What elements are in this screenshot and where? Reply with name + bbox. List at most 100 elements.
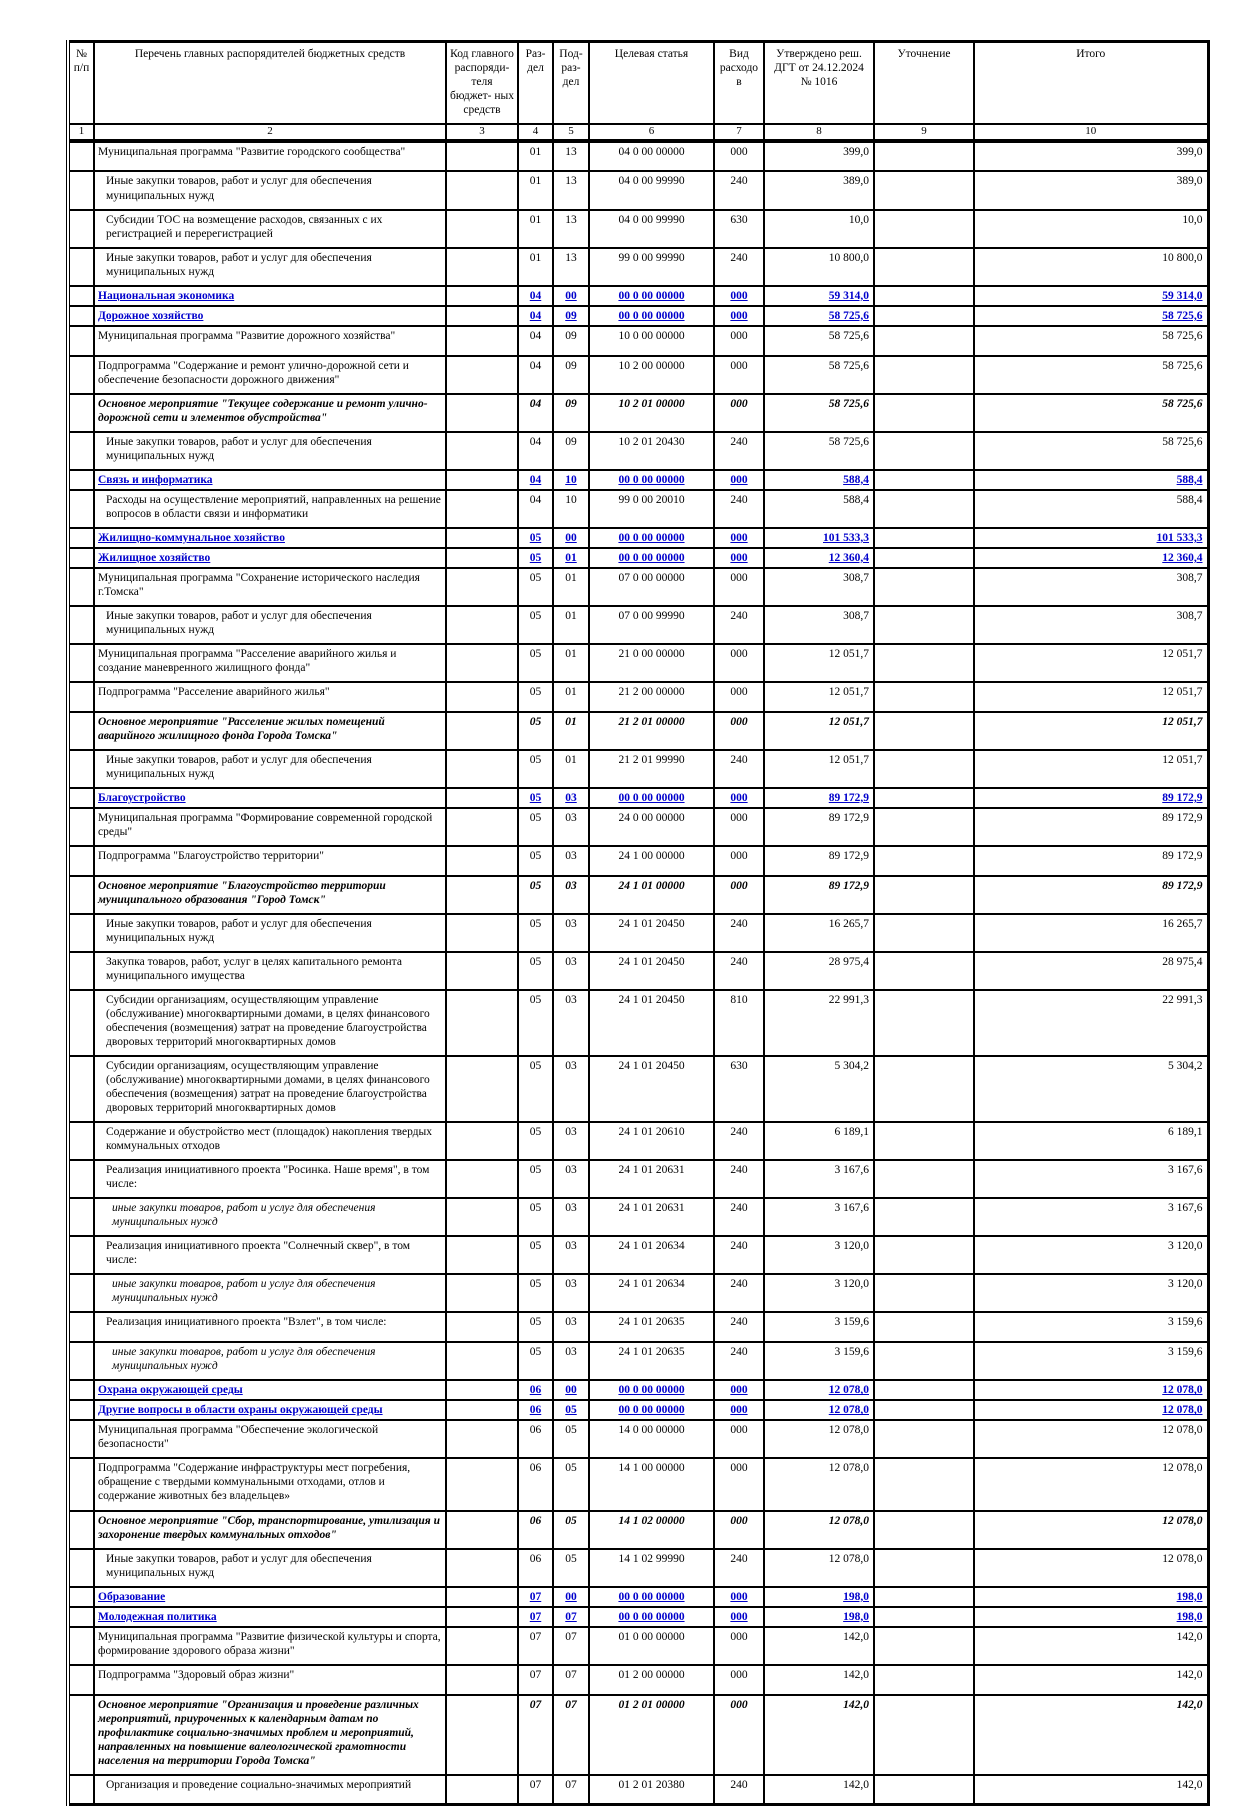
- row-expense-type-cell: 000: [713, 526, 765, 549]
- row-razdel-cell: 07: [517, 1773, 554, 1806]
- row-grbs-code-cell: [445, 710, 519, 751]
- table-row: Дорожное хозяйство 04 09 00 0 00 00000 000 58…: [67, 304, 1209, 327]
- table-row: Основное мероприятие "Текущее содержание…: [67, 392, 1209, 433]
- row-number-cell: [67, 1663, 95, 1696]
- row-name-cell: Содержание и обустройство мест (площадок…: [93, 1121, 447, 1162]
- row-name-cell: Подпрограмма "Содержание и ремонт улично…: [93, 354, 447, 395]
- row-target-article-cell: 24 1 01 20610: [588, 1121, 715, 1162]
- row-target-article-cell: 10 0 00 00000: [588, 324, 715, 357]
- row-number-cell: [67, 1547, 95, 1588]
- row-refine-cell: [873, 1379, 975, 1402]
- row-grbs-code-cell: [445, 786, 519, 809]
- table-row: иные закупки товаров, работ и услуг для …: [67, 1273, 1209, 1314]
- row-total-cell: 3 167,6: [973, 1197, 1209, 1238]
- row-grbs-code-cell: [445, 546, 519, 569]
- row-target-article-cell: 00 0 00 00000: [588, 526, 715, 549]
- row-podrazdel-cell: 05: [552, 1399, 590, 1422]
- table-row: Реализация инициативного проекта "Росинк…: [67, 1159, 1209, 1200]
- row-podrazdel-cell: 05: [552, 1457, 590, 1512]
- row-total-cell: 58 725,6: [973, 354, 1209, 395]
- row-podrazdel-cell: 09: [552, 324, 590, 357]
- table-row: Субсидии организациям, осуществляющим уп…: [67, 989, 1209, 1058]
- row-name-cell: иные закупки товаров, работ и услуг для …: [93, 1341, 447, 1382]
- row-grbs-code-cell: [445, 392, 519, 433]
- row-podrazdel-cell: 10: [552, 488, 590, 529]
- row-total-cell: 399,0: [973, 140, 1209, 173]
- row-refine-cell: [873, 874, 975, 916]
- row-target-article-cell: 01 2 01 00000: [588, 1693, 715, 1776]
- row-total-cell: 89 172,9: [973, 786, 1209, 809]
- row-grbs-code-cell: [445, 1773, 519, 1806]
- row-number-cell: [67, 1625, 95, 1666]
- row-total-cell: 59 314,0: [973, 284, 1209, 307]
- row-refine-cell: [873, 680, 975, 713]
- row-approved-cell: 59 314,0: [763, 284, 875, 307]
- row-expense-type-cell: 000: [713, 392, 765, 433]
- row-razdel-cell: 07: [517, 1585, 554, 1608]
- row-number-cell: [67, 208, 95, 249]
- row-podrazdel-cell: 13: [552, 208, 590, 249]
- row-approved-cell: 3 167,6: [763, 1197, 875, 1238]
- row-expense-type-cell: 000: [713, 354, 765, 395]
- row-razdel-cell: 05: [517, 1121, 554, 1162]
- row-target-article-cell: 04 0 00 00000: [588, 140, 715, 173]
- row-number-cell: [67, 680, 95, 713]
- row-refine-cell: [873, 710, 975, 751]
- row-approved-cell: 10,0: [763, 208, 875, 249]
- row-grbs-code-cell: [445, 324, 519, 357]
- row-number-cell: [67, 170, 95, 211]
- row-number-cell: [67, 140, 95, 173]
- row-name-cell: Расходы на осуществление мероприятий, на…: [93, 488, 447, 529]
- row-name-cell: Реализация инициативного проекта "Взлет"…: [93, 1311, 447, 1344]
- row-total-cell: 3 159,6: [973, 1311, 1209, 1344]
- row-total-cell: 101 533,3: [973, 526, 1209, 549]
- row-razdel-cell: 05: [517, 951, 554, 992]
- row-grbs-code-cell: [445, 170, 519, 211]
- row-name-cell: Реализация инициативного проекта "Солнеч…: [93, 1235, 447, 1276]
- row-razdel-cell: 05: [517, 546, 554, 569]
- row-podrazdel-cell: 03: [552, 1273, 590, 1314]
- row-name-cell: Подпрограмма "Содержание инфраструктуры …: [93, 1457, 447, 1512]
- row-total-cell: 142,0: [973, 1773, 1209, 1806]
- row-number-cell: [67, 913, 95, 954]
- row-razdel-cell: 05: [517, 806, 554, 847]
- row-podrazdel-cell: 01: [552, 710, 590, 751]
- row-target-article-cell: 00 0 00 00000: [588, 284, 715, 307]
- row-razdel-cell: 06: [517, 1457, 554, 1512]
- row-razdel-cell: 05: [517, 913, 554, 954]
- row-razdel-cell: 01: [517, 170, 554, 211]
- row-razdel-cell: 06: [517, 1399, 554, 1422]
- row-refine-cell: [873, 786, 975, 809]
- row-grbs-code-cell: [445, 1605, 519, 1628]
- row-refine-cell: [873, 1121, 975, 1162]
- row-refine-cell: [873, 246, 975, 287]
- table-row: Реализация инициативного проекта "Солнеч…: [67, 1235, 1209, 1276]
- row-approved-cell: 3 120,0: [763, 1235, 875, 1276]
- row-target-article-cell: 00 0 00 00000: [588, 546, 715, 569]
- row-name-cell: Иные закупки товаров, работ и услуг для …: [93, 430, 447, 471]
- row-refine-cell: [873, 989, 975, 1058]
- row-podrazdel-cell: 00: [552, 1379, 590, 1402]
- row-podrazdel-cell: 05: [552, 1419, 590, 1460]
- row-approved-cell: 142,0: [763, 1625, 875, 1666]
- row-number-cell: [67, 1605, 95, 1628]
- row-razdel-cell: 05: [517, 874, 554, 916]
- row-name-cell: Субсидии организациям, осуществляющим уп…: [93, 989, 447, 1058]
- row-approved-cell: 12 051,7: [763, 680, 875, 713]
- row-razdel-cell: 01: [517, 208, 554, 249]
- row-name-cell: Иные закупки товаров, работ и услуг для …: [93, 170, 447, 211]
- row-expense-type-cell: 240: [713, 1273, 765, 1314]
- row-approved-cell: 142,0: [763, 1693, 875, 1776]
- row-approved-cell: 12 078,0: [763, 1399, 875, 1422]
- row-razdel-cell: 04: [517, 354, 554, 395]
- row-expense-type-cell: 240: [713, 1197, 765, 1238]
- row-target-article-cell: 00 0 00 00000: [588, 1379, 715, 1402]
- row-target-article-cell: 07 0 00 00000: [588, 566, 715, 607]
- row-razdel-cell: 05: [517, 566, 554, 607]
- row-expense-type-cell: 000: [713, 1605, 765, 1628]
- row-total-cell: 198,0: [973, 1585, 1209, 1608]
- row-number-cell: [67, 604, 95, 645]
- row-target-article-cell: 24 1 01 20631: [588, 1197, 715, 1238]
- row-target-article-cell: 99 0 00 20010: [588, 488, 715, 529]
- row-total-cell: 12 078,0: [973, 1547, 1209, 1588]
